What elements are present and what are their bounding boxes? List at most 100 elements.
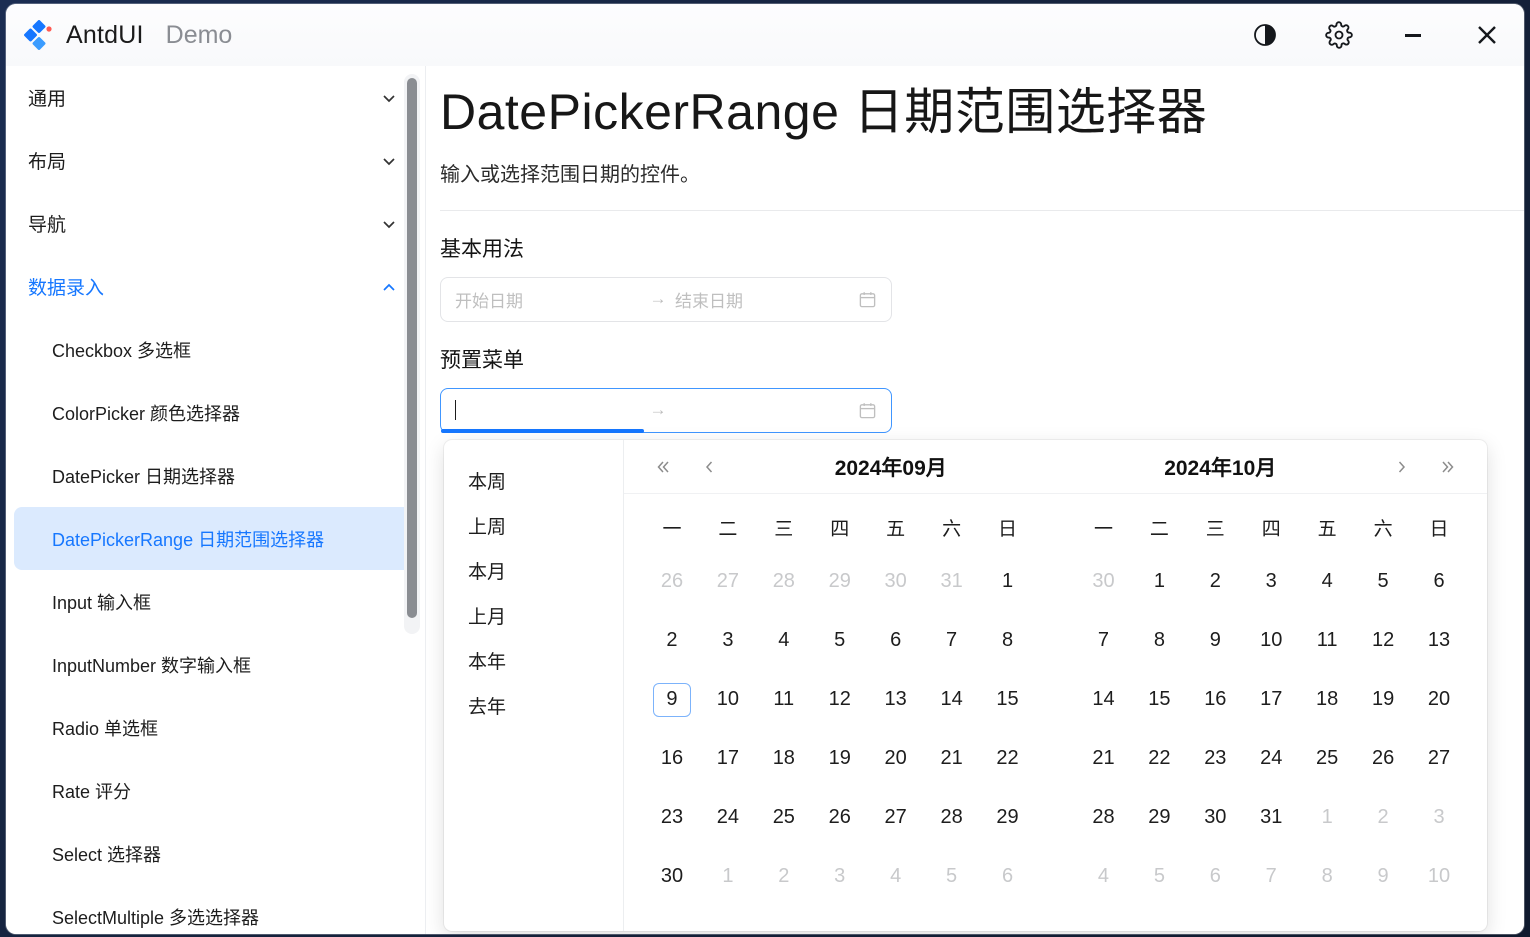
calendar-day-cell[interactable]: 5 <box>1355 552 1411 611</box>
calendar-day-cell[interactable]: 2 <box>644 611 700 670</box>
calendar-day-cell[interactable]: 4 <box>1299 552 1355 611</box>
calendar-day-cell[interactable]: 15 <box>1131 670 1187 729</box>
preset-last-year[interactable]: 去年 <box>468 697 507 718</box>
calendar-day-cell[interactable]: 3 <box>812 847 868 906</box>
calendar-day-cell[interactable]: 23 <box>644 788 700 847</box>
sidebar-item-datepicker[interactable]: DatePicker 日期选择器 <box>14 444 418 507</box>
calendar-day-cell[interactable]: 17 <box>1243 670 1299 729</box>
calendar-day-cell[interactable]: 10 <box>700 670 756 729</box>
calendar-day-cell[interactable]: 24 <box>700 788 756 847</box>
calendar-day-cell[interactable]: 10 <box>1243 611 1299 670</box>
calendar-day-cell[interactable]: 30 <box>644 847 700 906</box>
calendar-day-cell[interactable]: 16 <box>644 729 700 788</box>
date-range-input-basic[interactable]: 开始日期 → 结束日期 <box>440 276 892 322</box>
calendar-day-cell[interactable]: 26 <box>1355 729 1411 788</box>
sidebar-item-datepickerrange[interactable]: DatePickerRange 日期范围选择器 <box>14 507 418 570</box>
calendar-day-cell[interactable]: 4 <box>1076 847 1132 906</box>
calendar-day-cell[interactable]: 11 <box>1299 611 1355 670</box>
calendar-day-cell[interactable]: 29 <box>1131 788 1187 847</box>
calendar-day-cell[interactable]: 6 <box>868 611 924 670</box>
sidebar-group-data-entry[interactable]: 数据录入 <box>6 255 426 318</box>
calendar-day-cell[interactable]: 1 <box>1299 788 1355 847</box>
sidebar-item-checkbox[interactable]: Checkbox 多选框 <box>14 318 418 381</box>
calendar-day-cell[interactable]: 9 <box>1187 611 1243 670</box>
calendar-day-cell[interactable]: 20 <box>868 729 924 788</box>
calendar-day-cell[interactable]: 15 <box>980 670 1036 729</box>
calendar-day-cell[interactable]: 1 <box>980 552 1036 611</box>
calendar-day-cell[interactable]: 30 <box>1076 552 1132 611</box>
calendar-day-cell[interactable]: 21 <box>924 729 980 788</box>
sidebar-item-colorpicker[interactable]: ColorPicker 颜色选择器 <box>14 381 418 444</box>
calendar-day-cell[interactable]: 29 <box>980 788 1036 847</box>
sidebar-group-navigation[interactable]: 导航 <box>6 192 426 255</box>
calendar-day-cell[interactable]: 28 <box>756 552 812 611</box>
calendar-day-cell[interactable]: 29 <box>812 552 868 611</box>
start-date-field-focused[interactable] <box>441 400 641 420</box>
calendar-day-cell[interactable]: 19 <box>1355 670 1411 729</box>
sidebar-group-general[interactable]: 通用 <box>6 66 426 129</box>
end-date-field[interactable]: 结束日期 <box>675 291 743 311</box>
calendar-day-cell[interactable]: 11 <box>756 670 812 729</box>
calendar-day-cell[interactable]: 9 <box>644 670 700 729</box>
calendar-day-cell[interactable]: 3 <box>700 611 756 670</box>
calendar-icon[interactable] <box>858 401 877 420</box>
sidebar-item-inputnumber[interactable]: InputNumber 数字输入框 <box>14 633 418 696</box>
preset-this-year[interactable]: 本年 <box>468 652 507 673</box>
calendar-day-cell[interactable]: 6 <box>980 847 1036 906</box>
calendar-day-cell[interactable]: 7 <box>1243 847 1299 906</box>
calendar-day-cell[interactable]: 27 <box>868 788 924 847</box>
calendar-day-cell[interactable]: 23 <box>1187 729 1243 788</box>
calendar-day-cell[interactable]: 30 <box>868 552 924 611</box>
calendar-day-cell[interactable]: 8 <box>1299 847 1355 906</box>
calendar-day-cell[interactable]: 22 <box>980 729 1036 788</box>
sidebar-scrollbar-thumb[interactable] <box>407 78 417 618</box>
date-range-input-presets[interactable]: → <box>440 387 892 433</box>
sidebar-item-radio[interactable]: Radio 单选框 <box>14 696 418 759</box>
calendar-day-cell[interactable]: 4 <box>868 847 924 906</box>
calendar-day-cell[interactable]: 6 <box>1411 552 1467 611</box>
prev-month-button[interactable] <box>692 450 726 484</box>
calendar-day-cell[interactable]: 14 <box>1076 670 1132 729</box>
calendar-day-cell[interactable]: 5 <box>1131 847 1187 906</box>
calendar-day-cell[interactable]: 27 <box>700 552 756 611</box>
calendar-day-cell[interactable]: 17 <box>700 729 756 788</box>
calendar-day-cell[interactable]: 14 <box>924 670 980 729</box>
calendar-day-cell[interactable]: 2 <box>756 847 812 906</box>
sidebar-item-select[interactable]: Select 选择器 <box>14 822 418 885</box>
calendar-day-cell[interactable]: 2 <box>1355 788 1411 847</box>
settings-gear-button[interactable] <box>1302 4 1376 66</box>
calendar-day-cell[interactable]: 12 <box>812 670 868 729</box>
calendar-day-cell[interactable]: 20 <box>1411 670 1467 729</box>
calendar-day-cell[interactable]: 3 <box>1411 788 1467 847</box>
calendar-month-label-left[interactable]: 2024年09月 <box>834 456 947 480</box>
calendar-day-cell[interactable]: 1 <box>1131 552 1187 611</box>
calendar-day-cell[interactable]: 7 <box>1076 611 1132 670</box>
calendar-day-cell[interactable]: 25 <box>756 788 812 847</box>
calendar-day-cell[interactable]: 18 <box>756 729 812 788</box>
sidebar-item-selectmultiple[interactable]: SelectMultiple 多选选择器 <box>14 885 418 934</box>
calendar-day-cell[interactable]: 3 <box>1243 552 1299 611</box>
calendar-day-cell[interactable]: 26 <box>644 552 700 611</box>
calendar-day-cell[interactable]: 21 <box>1076 729 1132 788</box>
preset-this-week[interactable]: 本周 <box>468 472 507 493</box>
calendar-day-cell[interactable]: 24 <box>1243 729 1299 788</box>
calendar-day-cell[interactable]: 22 <box>1131 729 1187 788</box>
calendar-day-cell[interactable]: 9 <box>1355 847 1411 906</box>
preset-last-week[interactable]: 上周 <box>468 517 507 538</box>
calendar-day-cell[interactable]: 26 <box>812 788 868 847</box>
calendar-day-cell[interactable]: 31 <box>924 552 980 611</box>
next-month-button[interactable] <box>1385 450 1419 484</box>
calendar-day-cell[interactable]: 8 <box>980 611 1036 670</box>
preset-this-month[interactable]: 本月 <box>468 562 507 583</box>
calendar-day-cell[interactable]: 25 <box>1299 729 1355 788</box>
prev-year-button[interactable] <box>646 450 680 484</box>
calendar-day-cell[interactable]: 2 <box>1187 552 1243 611</box>
calendar-day-cell[interactable]: 4 <box>756 611 812 670</box>
next-year-button[interactable] <box>1431 450 1465 484</box>
calendar-day-cell[interactable]: 1 <box>700 847 756 906</box>
sidebar-item-input[interactable]: Input 输入框 <box>14 570 418 633</box>
theme-toggle-button[interactable] <box>1228 4 1302 66</box>
calendar-day-cell[interactable]: 27 <box>1411 729 1467 788</box>
calendar-day-cell[interactable]: 13 <box>1411 611 1467 670</box>
sidebar-group-layout[interactable]: 布局 <box>6 129 426 192</box>
